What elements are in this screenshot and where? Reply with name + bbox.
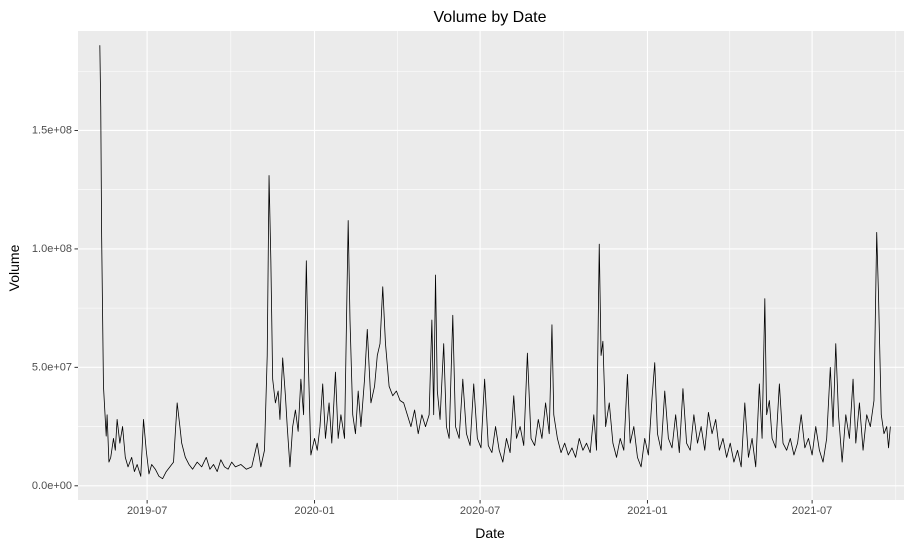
minor-gridlines-y [78,70,904,427]
x-axis-ticks: 2019-07 2020-01 2020-07 2021-01 2021-07 [127,500,832,517]
y-tick-label: 5.0e+07 [32,361,72,373]
y-axis-ticks: 0.0e+00 5.0e+07 1.0e+08 1.5e+08 [32,124,78,492]
y-axis-title: Volume [6,244,22,291]
chart-title: Volume by Date [434,9,547,26]
major-gridlines-y [78,129,904,487]
major-gridlines-x [146,31,813,500]
y-tick-label: 0.0e+00 [32,480,72,492]
x-tick-label: 2021-01 [627,505,667,517]
minor-gridlines-x [230,31,897,500]
y-tick-label: 1.0e+08 [32,243,72,255]
x-tick-label: 2019-07 [127,505,167,517]
plot-panel [78,31,904,500]
x-tick-label: 2020-07 [460,505,500,517]
series-line-volume [99,45,891,480]
y-tick-label: 1.5e+08 [32,124,72,136]
x-tick-label: 2020-01 [294,505,334,517]
x-axis-title: Date [475,525,505,541]
x-tick-label: 2021-07 [792,505,832,517]
